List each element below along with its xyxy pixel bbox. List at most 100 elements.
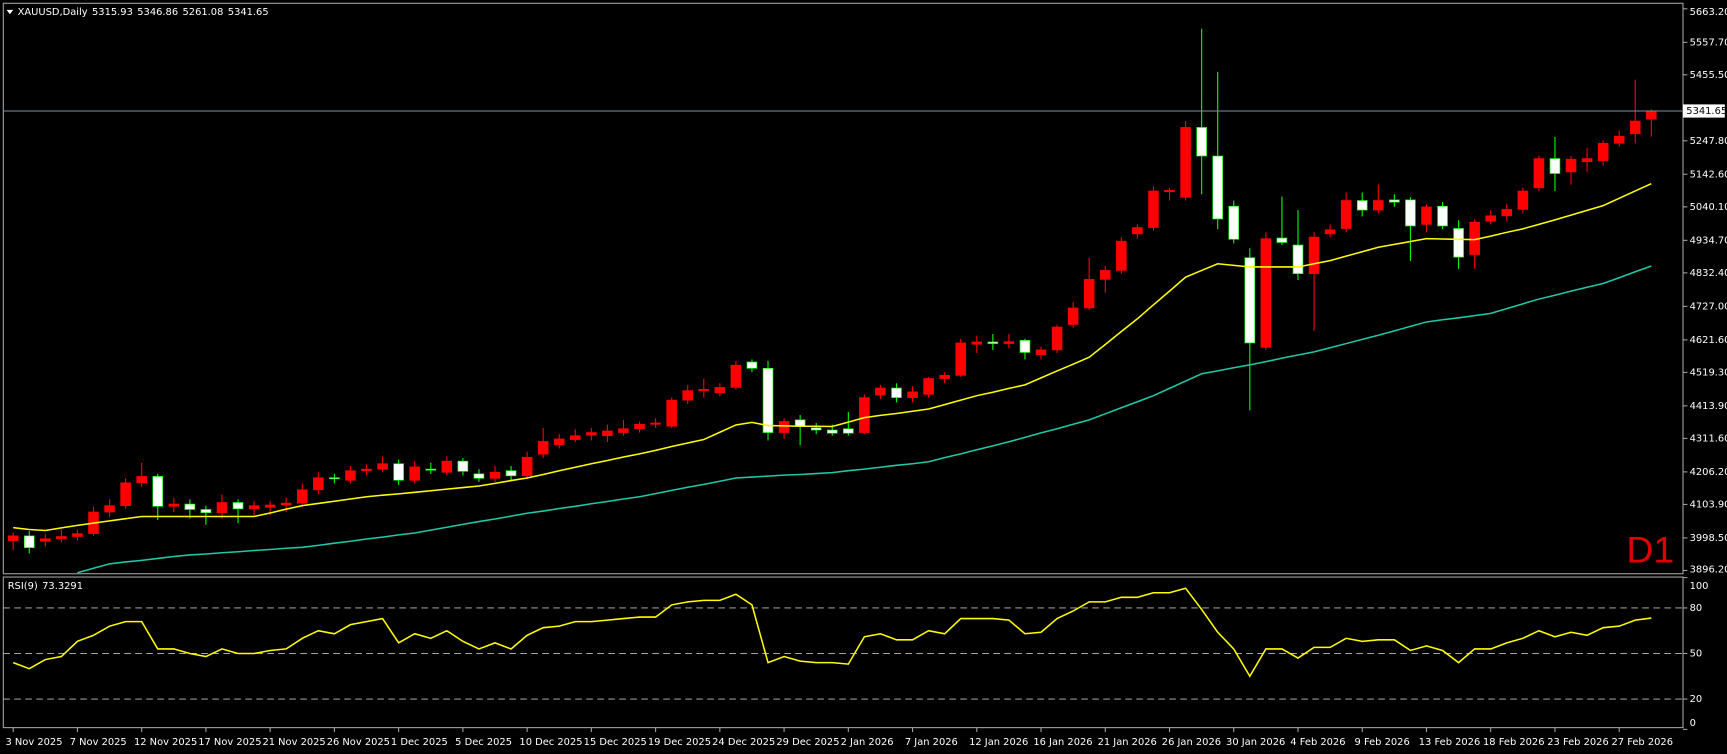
- x-tick-label: 12 Nov 2025: [134, 737, 197, 748]
- candle-body: [1629, 120, 1641, 135]
- candle-body: [1356, 200, 1368, 211]
- x-tick-label: 12 Jan 2026: [969, 737, 1028, 748]
- candle-body: [1180, 127, 1191, 198]
- x-tick-label: 21 Jan 2026: [1098, 737, 1157, 748]
- candle-body: [120, 482, 131, 506]
- candle-body: [345, 470, 356, 481]
- candle-body: [971, 341, 983, 345]
- rsi-panel-frame: [2, 576, 1684, 729]
- candle-body: [730, 364, 742, 388]
- price-label: 5341.65: [1686, 106, 1727, 117]
- candle-body: [1099, 270, 1111, 280]
- candle-body: [489, 471, 501, 479]
- candle-body: [1116, 240, 1127, 271]
- x-tick-label: 21 Nov 2025: [262, 737, 325, 748]
- candle-body: [1228, 205, 1240, 240]
- y-tick-label: 100: [1690, 581, 1709, 592]
- candle-body: [570, 435, 581, 440]
- x-tick-label: 13 Feb 2026: [1419, 737, 1480, 748]
- candle-body: [152, 476, 164, 507]
- candle-body: [698, 389, 710, 391]
- candle-body: [1405, 199, 1416, 227]
- candle-body: [714, 387, 726, 394]
- candle-body: [1019, 340, 1031, 353]
- candle-body: [40, 538, 51, 542]
- y-tick-label: 4413.90: [1690, 401, 1727, 412]
- candle-body: [313, 477, 324, 491]
- candle-body: [296, 489, 308, 504]
- candle-body: [1260, 238, 1272, 348]
- x-tick-label: 17 Nov 2025: [198, 737, 261, 748]
- candle-body: [1148, 190, 1159, 228]
- x-tick-label: 18 Feb 2026: [1483, 737, 1544, 748]
- y-tick-label: 50: [1690, 648, 1703, 659]
- x-tick-label: 30 Jan 2026: [1226, 737, 1285, 748]
- y-tick-label: 4311.60: [1690, 433, 1727, 444]
- candle-body: [1035, 349, 1047, 356]
- x-tick-label: 19 Dec 2025: [648, 737, 711, 748]
- indicator-name: RSI(9): [8, 581, 38, 592]
- price-label-box: [1683, 104, 1725, 118]
- x-tick-label: 5 Dec 2025: [455, 737, 512, 748]
- candle-body: [618, 428, 629, 433]
- y-tick-label: 5142.60: [1690, 169, 1727, 180]
- candle-body: [843, 428, 854, 434]
- y-tick-label: 20: [1690, 694, 1703, 705]
- candle-body: [1581, 158, 1593, 163]
- candle-body: [955, 342, 967, 376]
- x-tick-label: 7 Jan 2026: [905, 737, 958, 748]
- candle-body: [1164, 190, 1175, 192]
- candle-body: [1308, 236, 1320, 274]
- candle-body: [666, 399, 677, 427]
- candle-body: [473, 473, 485, 479]
- main-panel-frame: [2, 2, 1684, 575]
- candle-body: [505, 470, 517, 477]
- x-tick-label: 10 Dec 2025: [519, 737, 582, 748]
- candle-body: [1083, 279, 1095, 309]
- x-tick-label: 16 Jan 2026: [1033, 737, 1092, 748]
- candle-body: [1646, 110, 1657, 120]
- timeframe-label: D1: [1626, 529, 1674, 571]
- candle-body: [232, 502, 244, 510]
- candle-body: [778, 421, 790, 433]
- x-tick-label: 24 Dec 2025: [712, 737, 775, 748]
- y-tick-label: 5557.70: [1690, 37, 1727, 48]
- candle-body: [537, 441, 549, 455]
- candle-body: [72, 533, 83, 537]
- y-tick-label: 5455.50: [1690, 70, 1727, 81]
- candle-body: [409, 466, 420, 481]
- x-tick-label: 23 Feb 2026: [1547, 737, 1608, 748]
- candle-body: [23, 535, 35, 548]
- candle-body: [1517, 190, 1529, 210]
- y-tick-label: 4621.60: [1690, 335, 1727, 346]
- candle-body: [586, 432, 597, 436]
- x-tick-label: 26 Jan 2026: [1162, 737, 1221, 748]
- y-tick-label: 4519.30: [1690, 367, 1727, 378]
- y-tick-label: 3998.50: [1690, 533, 1727, 544]
- candle-body: [602, 430, 613, 437]
- candle-body: [891, 387, 902, 398]
- indicator-line: [13, 182, 1652, 532]
- candle-body: [457, 460, 469, 472]
- candle-body: [329, 477, 340, 480]
- candle-body: [425, 468, 437, 471]
- x-tick-label: 29 Dec 2025: [776, 737, 839, 748]
- candle-body: [1565, 158, 1577, 173]
- chart-title: XAUUSD,Daily 5315.93 5346.86 5261.08 5341.65: [18, 7, 269, 18]
- candle-body: [1501, 209, 1513, 217]
- candle-body: [553, 438, 565, 445]
- candle-body: [280, 502, 292, 506]
- candle-body: [377, 463, 388, 470]
- candle-body: [762, 368, 774, 433]
- candle-body: [810, 427, 822, 431]
- candle-body: [859, 397, 870, 433]
- candle-body: [521, 457, 533, 477]
- indicator-title: RSI(9) 73.3291: [8, 581, 83, 592]
- candle-body: [1292, 244, 1304, 274]
- candle-body: [184, 503, 196, 510]
- candle-body: [1597, 142, 1609, 162]
- candle-body: [56, 536, 67, 540]
- y-tick-label: 3896.20: [1690, 564, 1727, 575]
